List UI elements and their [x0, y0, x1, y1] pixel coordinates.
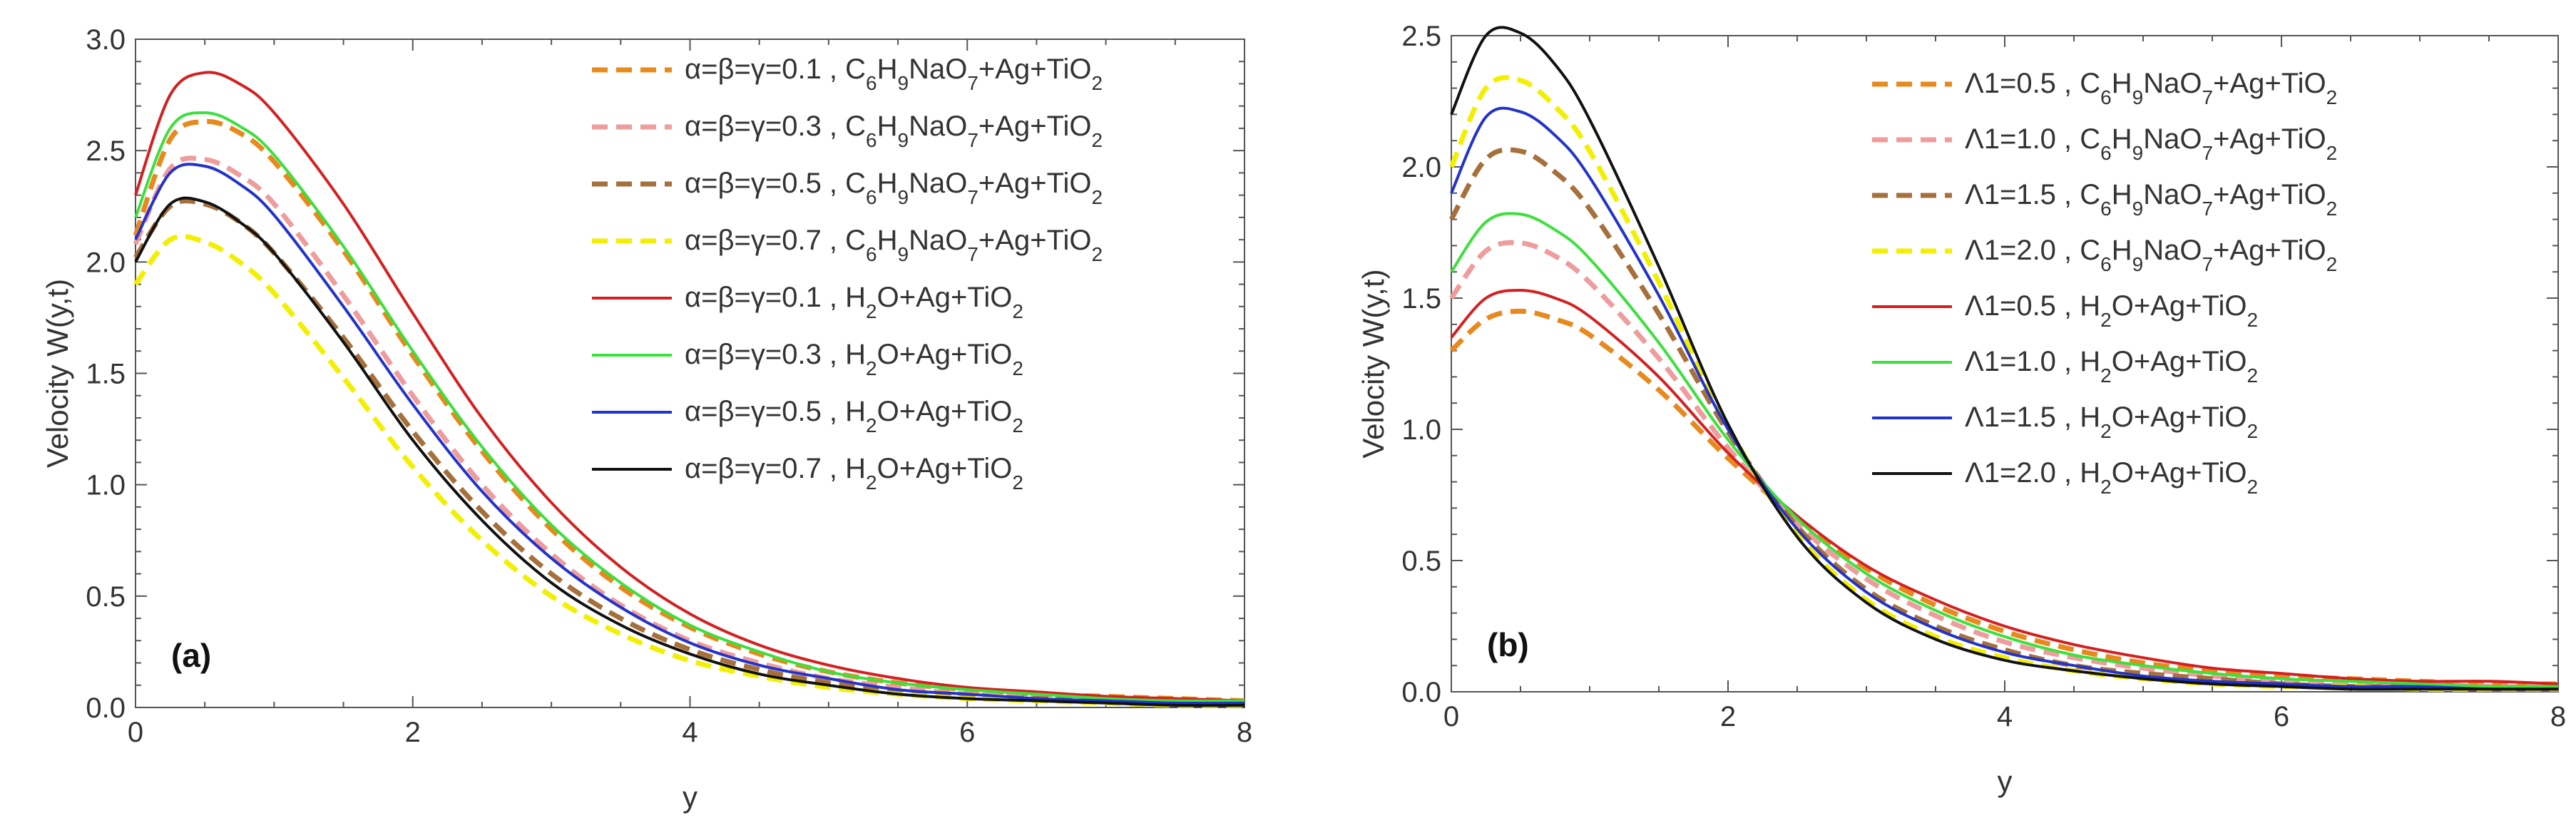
- panel-a-y-tick-label: 3.0: [86, 24, 126, 56]
- panel-b-legend-label: Λ1=0.5 , H2O+Ag+TiO2: [1965, 290, 2258, 331]
- panel-b-x-tick-label: 2: [1720, 701, 1736, 732]
- panel-a-series-line-6: [134, 111, 1245, 702]
- panel-b-x-tick-label: 8: [2550, 701, 2566, 732]
- panel-a-series-line-8: [134, 196, 1245, 707]
- panel-b-y-tick-label: 1.0: [1401, 414, 1441, 446]
- panel-a-legend-label: α=β=γ=0.5 , C6H9NaO7+Ag+TiO2: [685, 168, 1103, 208]
- panel-a-legend-label: α=β=γ=0.7 , H2O+Ag+TiO2: [685, 453, 1023, 494]
- panel-a-series-line-2: [133, 155, 1245, 706]
- panel-b-x-axis-title: y: [1998, 765, 2013, 798]
- panel-a-x-tick-label: 2: [405, 717, 421, 748]
- panel-b-y-tick-label: 0.0: [1401, 677, 1441, 708]
- panel-b-y-axis-title: Velocity W(y,t): [1356, 269, 1390, 458]
- panel-a-y-tick-label: 2.5: [86, 136, 126, 167]
- panel-a-legend-label: α=β=γ=0.5 , H2O+Ag+TiO2: [685, 396, 1023, 436]
- panel-b-legend-label: Λ1=1.5 , C6H9NaO7+Ag+TiO2: [1965, 179, 2337, 220]
- panel-a-x-tick-label: 6: [959, 717, 975, 748]
- panel-a-legend-label: α=β=γ=0.3 , H2O+Ag+TiO2: [685, 339, 1023, 379]
- panel-a-x-axis-title: y: [683, 780, 697, 814]
- panel-a-y-tick-label: 1.5: [86, 359, 126, 390]
- panel-a-series-line-7: [134, 163, 1245, 705]
- panel-b-series-line-5: [1450, 288, 2559, 685]
- panel-a-legend-label: α=β=γ=0.3 , C6H9NaO7+Ag+TiO2: [685, 111, 1103, 151]
- panel-a-x-tick-label: 4: [682, 717, 697, 748]
- panel-a-x-tick-label: 0: [128, 717, 143, 748]
- panel-a: (a) 0 2 4 6 8 0.0 0.5 1.0 1.5 2.0 2.5 3.0 y Velocity …: [41, 24, 1252, 814]
- panel-a-x-tick-label: 8: [1237, 717, 1252, 748]
- panel-b-series-line-8: [1450, 26, 2558, 691]
- panel-a-y-tick-label: 1.0: [86, 470, 126, 501]
- panel-b-legend: Λ1=0.5 , C6H9NaO7+Ag+TiO2 Λ1=1.0 , C6H9Na…: [1872, 68, 2337, 498]
- panel-b-legend-label: Λ1=1.0 , H2O+Ag+TiO2: [1965, 346, 2258, 387]
- panel-b-legend-label: Λ1=1.5 , H2O+Ag+TiO2: [1965, 402, 2258, 442]
- panel-b-legend-label: Λ1=0.5 , C6H9NaO7+Ag+TiO2: [1965, 68, 2337, 108]
- panel-b-label: (b): [1487, 626, 1529, 663]
- panel-b-x-tick-label: 6: [2274, 701, 2289, 732]
- panel-b-y-tick-label: 2.0: [1401, 152, 1441, 183]
- panel-a-legend-label: α=β=γ=0.1 , H2O+Ag+TiO2: [685, 282, 1023, 322]
- panel-a-legend-label: α=β=γ=0.7 , C6H9NaO7+Ag+TiO2: [685, 225, 1103, 265]
- panel-a-legend-label: α=β=γ=0.1 , C6H9NaO7+Ag+TiO2: [685, 53, 1103, 94]
- panel-a-y-axis-title: Velocity W(y,t): [41, 279, 74, 468]
- panel-b-x-tick-label: 0: [1443, 701, 1459, 732]
- panel-a-series-line-5: [134, 71, 1245, 702]
- panel-b-y-tick-label: 2.5: [1401, 21, 1441, 52]
- panel-a-y-tick-label: 0.0: [86, 693, 126, 724]
- panel-a-y-tick-label: 0.5: [86, 581, 126, 613]
- panel-b-series-line-7: [1450, 106, 2559, 691]
- panel-b-legend-label: Λ1=2.0 , C6H9NaO7+Ag+TiO2: [1965, 235, 2337, 275]
- panel-b-x-tick-label: 4: [1997, 701, 2013, 732]
- panel-b-y-tick-label: 1.5: [1401, 283, 1441, 315]
- panel-a-y-tick-label: 2.0: [86, 247, 126, 278]
- panel-b-series-line-4: [1448, 75, 2558, 693]
- panel-b-series-line-2: [1449, 240, 2559, 690]
- panel-b: (b) 0 2 4 6 8 0.0 0.5 1.0 1.5 2.0 2.5 y Velocity W(y…: [1356, 21, 2566, 798]
- panel-a-label: (a): [171, 637, 211, 674]
- panel-a-legend: α=β=γ=0.1 , C6H9NaO7+Ag+TiO2 α=β=γ=0.3 , …: [592, 53, 1103, 494]
- panel-b-legend-label: Λ1=1.0 , C6H9NaO7+Ag+TiO2: [1965, 123, 2337, 164]
- panel-b-series-line-6: [1450, 212, 2559, 688]
- panel-b-legend-label: Λ1=2.0 , H2O+Ag+TiO2: [1965, 457, 2258, 498]
- panel-b-y-tick-label: 0.5: [1401, 546, 1441, 577]
